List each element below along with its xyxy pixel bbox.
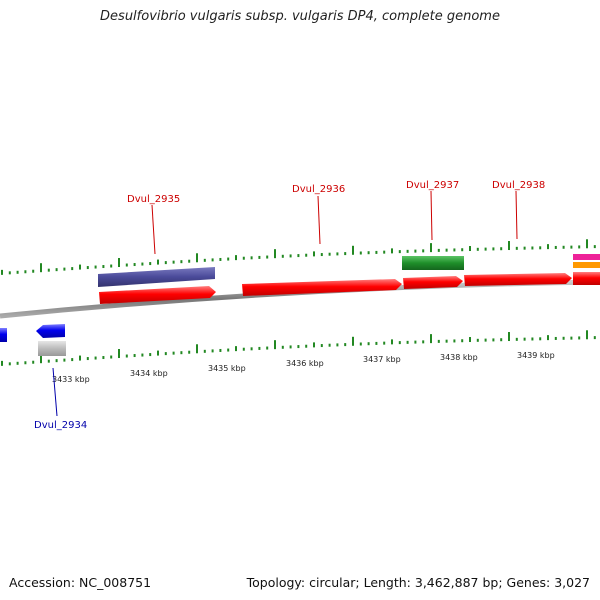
annotation-features [38,254,600,356]
gene-arrow-dvul-2937[interactable] [403,276,463,289]
orange-feature-bar[interactable] [573,262,600,268]
kbp-label: 3433 kbp [52,375,90,384]
forward-strand-genes [99,272,600,304]
gene-arrow-dvul-2934[interactable] [36,324,65,338]
gene-arrow-dvul-2938[interactable] [464,273,572,286]
purple-feature-bar[interactable] [98,267,215,287]
kbp-label: 3439 kbp [517,351,555,360]
kbp-label: 3438 kbp [440,353,478,362]
gene-label-dvul-2938[interactable]: Dvul_2938 [492,180,545,191]
lower-tick-row [1,330,596,366]
accession-text: Accession: NC_008751 [9,575,152,590]
kbp-label: 3436 kbp [286,359,324,368]
kbp-label: 3437 kbp [363,355,401,364]
gene-arrow-partial-left[interactable] [0,328,7,342]
gene-label-dvul-2935[interactable]: Dvul_2935 [127,194,180,205]
gene-arrow-dvul-2936[interactable] [242,279,402,296]
gene-label-leaders [151,190,518,255]
kbp-axis-labels: 3433 kbp 3434 kbp 3435 kbp 3436 kbp 3437… [52,351,555,384]
gene-label-dvul-2937[interactable]: Dvul_2937 [406,180,459,191]
gene-label-leader-dvul-2934 [52,367,58,417]
upper-tick-row [1,239,596,275]
topology-text: Topology: circular; Length: 3,462,887 bp… [246,575,590,590]
gene-arrow-dvul-2935[interactable] [99,286,216,304]
kbp-label: 3434 kbp [130,369,168,378]
gene-labels: Dvul_2935 Dvul_2936 Dvul_2937 Dvul_2938 … [34,180,545,431]
genome-title: Desulfovibrio vulgaris subsp. vulgaris D… [100,9,500,24]
gene-label-dvul-2936[interactable]: Dvul_2936 [292,184,345,195]
reverse-strand-genes [0,324,65,342]
kbp-label: 3435 kbp [208,364,246,373]
grey-feature-bar[interactable] [38,341,66,356]
gene-arrow-partial[interactable] [573,272,600,285]
green-feature-bar[interactable] [402,256,464,270]
gene-label-dvul-2934[interactable]: Dvul_2934 [34,420,87,431]
magenta-feature-bar[interactable] [573,254,600,260]
